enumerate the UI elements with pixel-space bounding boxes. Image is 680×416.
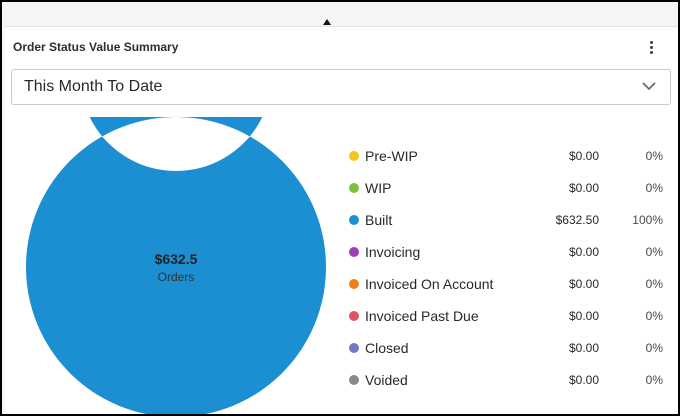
status-dot-icon — [349, 279, 359, 289]
legend-item-built[interactable]: Built $632.50 100% — [346, 209, 668, 241]
legend-amount: $0.00 — [568, 277, 599, 291]
legend-percent: 0% — [645, 341, 663, 355]
legend-label: Invoicing — [365, 244, 421, 260]
status-legend: Pre-WIP $0.00 0% WIP $0.00 0% Built $632… — [346, 145, 668, 401]
donut-svg — [26, 2, 326, 416]
chevron-down-icon — [642, 82, 656, 91]
legend-label: Closed — [365, 340, 409, 356]
status-dot-icon — [349, 311, 359, 321]
order-status-panel: Order Status Value Summary This Month To… — [4, 2, 678, 416]
legend-label: Pre-WIP — [365, 148, 418, 164]
legend-amount: $0.00 — [568, 309, 599, 323]
legend-label: Built — [365, 212, 393, 228]
legend-label: Invoiced On Account — [365, 276, 494, 292]
legend-percent: 0% — [645, 181, 663, 195]
legend-percent: 0% — [645, 309, 663, 323]
status-dot-icon — [349, 247, 359, 257]
donut-chart: $632.5 Orders — [26, 2, 326, 416]
legend-item-pre-wip[interactable]: Pre-WIP $0.00 0% — [346, 145, 668, 177]
status-dot-icon — [349, 151, 359, 161]
legend-item-wip[interactable]: WIP $0.00 0% — [346, 177, 668, 209]
status-dot-icon — [349, 183, 359, 193]
date-range-value: This Month To Date — [24, 78, 163, 95]
more-vertical-icon[interactable] — [644, 39, 658, 55]
legend-item-invoicing[interactable]: Invoicing $0.00 0% — [346, 241, 668, 273]
legend-amount: $0.00 — [568, 181, 599, 195]
legend-percent: 0% — [645, 245, 663, 259]
legend-label: Voided — [365, 372, 408, 388]
legend-percent: 0% — [645, 373, 663, 387]
donut-slice-built[interactable] — [26, 2, 326, 416]
status-dot-icon — [349, 343, 359, 353]
legend-label: Invoiced Past Due — [365, 308, 479, 324]
legend-percent: 100% — [632, 213, 663, 227]
status-dot-icon — [349, 375, 359, 385]
legend-item-closed[interactable]: Closed $0.00 0% — [346, 337, 668, 369]
legend-amount: $0.00 — [568, 373, 599, 387]
legend-percent: 0% — [645, 149, 663, 163]
legend-percent: 0% — [645, 277, 663, 291]
legend-amount: $632.50 — [555, 213, 599, 227]
legend-label: WIP — [365, 180, 392, 196]
legend-item-voided[interactable]: Voided $0.00 0% — [346, 369, 668, 401]
legend-amount: $0.00 — [568, 245, 599, 259]
panel-title: Order Status Value Summary — [13, 40, 179, 54]
legend-amount: $0.00 — [568, 149, 599, 163]
date-range-select[interactable]: This Month To Date — [11, 69, 671, 105]
legend-item-invoiced-past-due[interactable]: Invoiced Past Due $0.00 0% — [346, 305, 668, 337]
legend-item-invoiced-on-account[interactable]: Invoiced On Account $0.00 0% — [346, 273, 668, 305]
legend-amount: $0.00 — [568, 341, 599, 355]
status-dot-icon — [349, 215, 359, 225]
